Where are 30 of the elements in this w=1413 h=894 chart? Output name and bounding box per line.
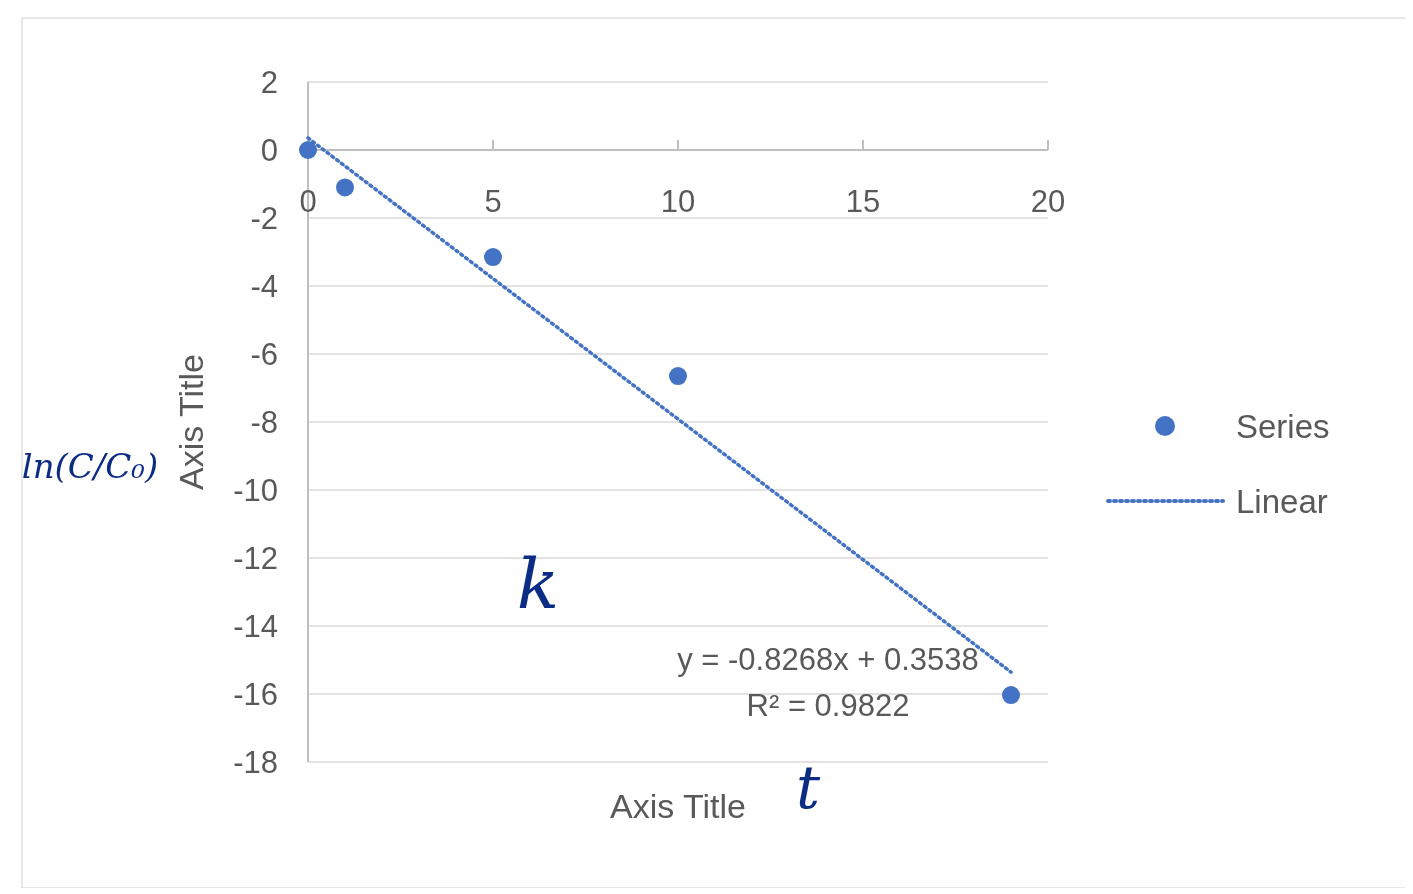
- legend-label: Linear: [1236, 482, 1328, 520]
- y-tick-label: -14: [233, 608, 278, 644]
- y-tick-label: -6: [250, 336, 278, 372]
- x-tick-label: 0: [299, 184, 317, 219]
- point: [1002, 686, 1020, 705]
- y-tick-label: 2: [260, 64, 278, 100]
- y-tick-label: -8: [250, 404, 278, 440]
- annotation: k: [516, 543, 560, 625]
- annotation: y = -0.8268x + 0.3538: [677, 642, 979, 677]
- y-axis-title: Axis Title: [172, 353, 210, 491]
- point: [299, 141, 317, 159]
- y-tick-label: -10: [233, 472, 278, 508]
- point: [336, 178, 354, 197]
- point: [669, 367, 687, 386]
- y-tick-label: -2: [250, 200, 278, 236]
- x-tick-label: 5: [484, 184, 502, 219]
- x-axis-title: Axis Title: [609, 787, 747, 825]
- x-tick-label: 10: [660, 184, 696, 219]
- legend-label: Series: [1236, 407, 1330, 445]
- y-tick-label: -16: [233, 676, 278, 712]
- y-tick-label: 0: [260, 132, 278, 168]
- y-tick-label: -12: [233, 540, 278, 576]
- y-tick-label: -18: [233, 744, 278, 780]
- text: ln(C/C₀): [21, 446, 159, 486]
- x-tick-label: 20: [1030, 184, 1066, 219]
- annotation: R² = 0.9822: [746, 688, 910, 723]
- y-tick-label: -4: [250, 268, 278, 304]
- x-tick-label: 15: [845, 184, 881, 219]
- annotation: t: [795, 752, 821, 822]
- point: [484, 248, 502, 267]
